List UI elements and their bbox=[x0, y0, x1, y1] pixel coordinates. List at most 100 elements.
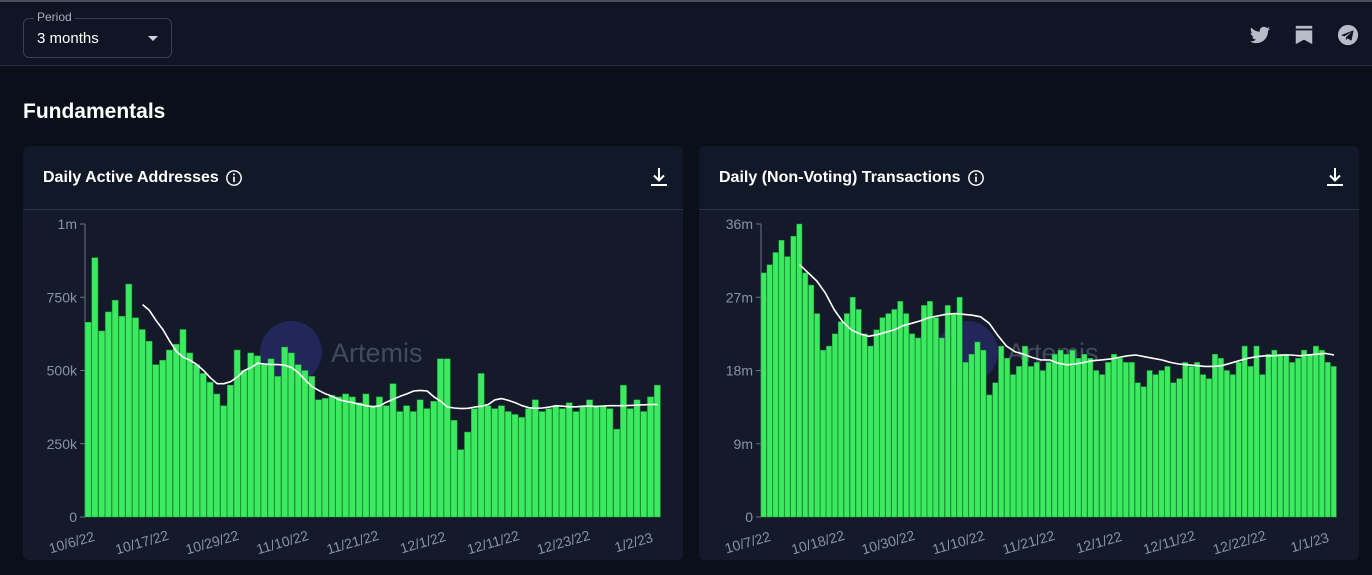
bar bbox=[1289, 362, 1296, 518]
bar bbox=[1324, 362, 1331, 518]
bar bbox=[784, 256, 791, 518]
bar bbox=[240, 370, 248, 518]
chart-area: Artemis 0 250k 500k 750k 1m 10/6/22 10/17/22 10/… bbox=[23, 210, 683, 560]
bar bbox=[1128, 362, 1135, 518]
bar bbox=[98, 330, 105, 518]
bar bbox=[328, 395, 336, 518]
bar bbox=[1176, 378, 1183, 518]
download-icon[interactable] bbox=[649, 166, 669, 188]
artemis-logo-icon bbox=[260, 321, 322, 383]
bar bbox=[1247, 366, 1254, 518]
bar bbox=[1099, 374, 1106, 518]
bar bbox=[653, 384, 661, 518]
bookmark-icon[interactable] bbox=[1293, 24, 1315, 46]
bar bbox=[498, 405, 505, 518]
x-tick-label: 10/29/22 bbox=[184, 527, 241, 557]
bar bbox=[355, 402, 363, 518]
bar bbox=[369, 405, 377, 518]
bar bbox=[620, 384, 627, 518]
bar bbox=[274, 376, 282, 518]
bar bbox=[1212, 353, 1218, 518]
bar bbox=[166, 349, 173, 518]
x-tick-label: 12/11/22 bbox=[465, 527, 521, 557]
bar bbox=[974, 341, 981, 518]
bar bbox=[233, 349, 241, 518]
bar bbox=[1200, 374, 1207, 518]
bar bbox=[227, 384, 234, 518]
bar bbox=[247, 352, 255, 518]
card-header: Daily (Non-Voting) Transactions bbox=[699, 146, 1359, 210]
bar bbox=[1217, 358, 1224, 518]
bar bbox=[423, 408, 431, 518]
bar bbox=[1241, 345, 1248, 518]
bar bbox=[220, 405, 227, 518]
bar bbox=[855, 309, 862, 518]
bar bbox=[471, 408, 478, 518]
bar bbox=[518, 417, 526, 518]
bar bbox=[1117, 358, 1123, 518]
telegram-icon[interactable] bbox=[1337, 24, 1359, 46]
x-tick-label: 12/23/22 bbox=[535, 527, 592, 557]
x-tick-label: 1/2/23 bbox=[613, 529, 655, 555]
bar bbox=[921, 305, 927, 518]
bar bbox=[790, 235, 797, 518]
info-icon[interactable] bbox=[967, 169, 985, 187]
bar bbox=[1307, 353, 1313, 518]
bar bbox=[193, 364, 200, 518]
bar bbox=[531, 399, 539, 518]
bar bbox=[633, 399, 641, 518]
bar bbox=[538, 411, 546, 518]
bar bbox=[84, 321, 92, 518]
chart-area: Artemis 0 9m 18m 27m 36m 10/7/22 10/18/22 10/30/… bbox=[699, 210, 1359, 560]
y-tick-label: 18m bbox=[726, 363, 753, 379]
bar bbox=[903, 313, 910, 518]
info-icon[interactable] bbox=[225, 169, 243, 187]
bar bbox=[1111, 353, 1117, 518]
bar bbox=[1057, 349, 1064, 518]
bar bbox=[1016, 366, 1022, 518]
x-tick-label: 12/1/22 bbox=[1074, 528, 1124, 556]
bar bbox=[437, 358, 444, 518]
chart-card-daily-active-addresses: Daily Active Addresses Artemis 0 250k 500k 7… bbox=[23, 146, 683, 560]
bar bbox=[321, 398, 329, 518]
artemis-watermark: Artemis bbox=[260, 321, 423, 383]
bar bbox=[206, 381, 214, 518]
bar bbox=[808, 284, 815, 518]
bar bbox=[491, 408, 499, 518]
bar bbox=[1206, 378, 1212, 518]
bar bbox=[1027, 366, 1034, 518]
bar bbox=[843, 313, 850, 518]
bar bbox=[820, 349, 826, 518]
bar bbox=[1105, 362, 1112, 518]
bar bbox=[450, 420, 458, 518]
bar bbox=[213, 393, 221, 518]
caret-down-icon bbox=[148, 36, 158, 41]
bar bbox=[814, 313, 821, 518]
bar bbox=[315, 399, 322, 518]
bar bbox=[1194, 362, 1201, 518]
bar bbox=[640, 411, 648, 518]
bar bbox=[879, 317, 886, 518]
bar bbox=[1182, 362, 1189, 518]
bar bbox=[626, 408, 634, 518]
twitter-icon[interactable] bbox=[1249, 24, 1271, 46]
bar bbox=[1093, 370, 1100, 518]
bar bbox=[992, 382, 999, 518]
download-icon[interactable] bbox=[1325, 166, 1345, 188]
period-label: Period bbox=[34, 10, 75, 24]
bar bbox=[1010, 374, 1016, 518]
bar bbox=[1312, 345, 1319, 518]
bar bbox=[342, 393, 349, 518]
bar bbox=[281, 346, 288, 518]
x-tick-label: 12/22/22 bbox=[1211, 527, 1268, 557]
period-select[interactable]: Period 3 months bbox=[23, 10, 172, 58]
bar bbox=[335, 396, 343, 518]
bar bbox=[159, 359, 166, 518]
card-title: Daily (Non-Voting) Transactions bbox=[719, 169, 961, 186]
x-tick-label: 10/6/22 bbox=[47, 528, 97, 556]
y-tick-label: 500k bbox=[47, 363, 78, 379]
moving-average-line bbox=[142, 303, 658, 410]
bar bbox=[1075, 358, 1082, 518]
top-bar: Period 3 months bbox=[0, 0, 1372, 66]
